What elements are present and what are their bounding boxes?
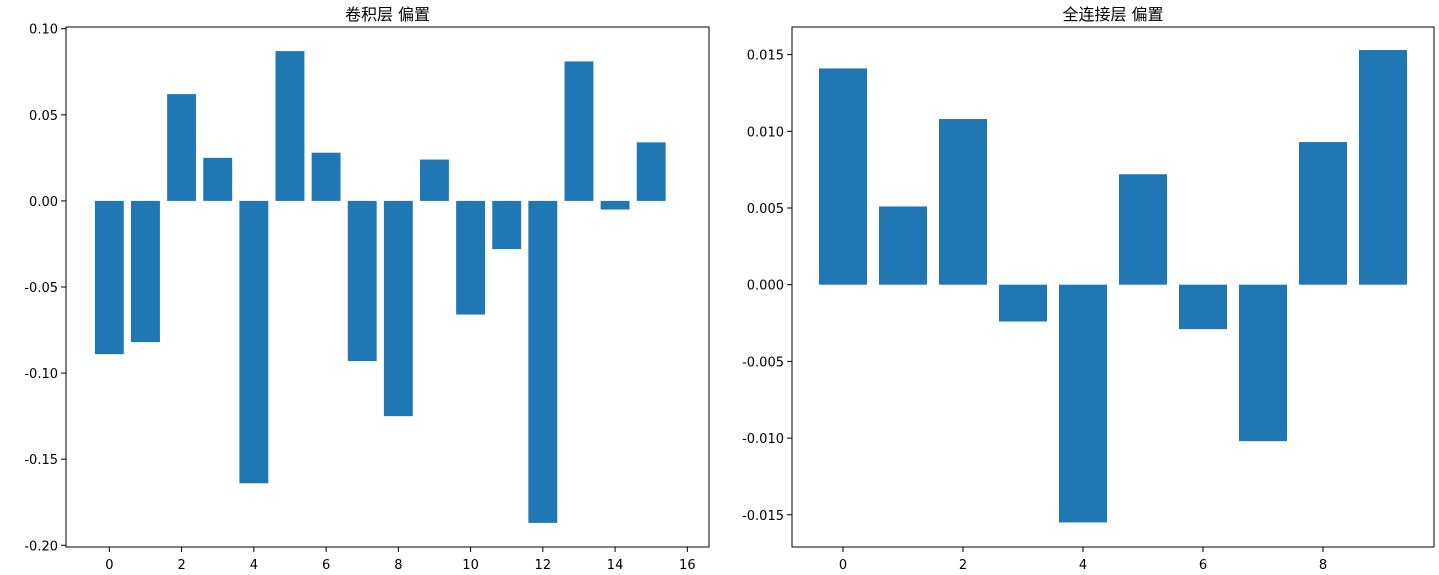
bar [1299, 142, 1347, 285]
y-tick-label: -0.10 [24, 367, 58, 382]
y-tick-label: 0.010 [747, 125, 784, 140]
bar [879, 206, 927, 285]
bar [456, 200, 486, 315]
y-tick-label: -0.015 [742, 509, 784, 524]
fc-bias-chart: -0.015 -0.010 -0.005 0.000 0.005 0.010 0.015 0 2… [742, 5, 1435, 573]
x-tick-label: 2 [177, 558, 185, 573]
bar [819, 68, 867, 285]
bar [636, 142, 666, 201]
bar [1359, 50, 1407, 285]
bar [203, 157, 233, 201]
bar [939, 119, 987, 285]
bar [383, 200, 413, 417]
y-tick-label: 0.05 [29, 109, 58, 124]
y-tick-label: 0.10 [29, 23, 58, 38]
x-tick-label: 16 [679, 558, 696, 573]
plot-frame [791, 26, 1435, 548]
x-tick-label: 8 [1319, 558, 1327, 573]
bar [999, 284, 1047, 322]
y-tick-label: 0.015 [747, 49, 784, 64]
bar [347, 200, 377, 362]
x-tick-label: 0 [839, 558, 847, 573]
x-tick-label: 0 [105, 558, 113, 573]
chart-title: 卷积层 偏置 [345, 5, 430, 24]
bar [600, 200, 630, 210]
x-tick-label: 2 [959, 558, 967, 573]
x-tick-label: 4 [250, 558, 258, 573]
bar [311, 152, 341, 201]
bar [528, 200, 558, 523]
y-tick-label: 0.00 [29, 195, 58, 210]
conv-bias-chart: -0.20 -0.15 -0.10 -0.05 0.00 0.05 0.10 0 2 4 6 8 10 1… [24, 5, 710, 573]
y-tick-label: -0.15 [24, 453, 58, 468]
y-tick-label: 0.000 [747, 279, 784, 294]
y-tick-label: -0.005 [742, 355, 784, 370]
bar [131, 200, 160, 343]
x-tick-label: 4 [1079, 558, 1087, 573]
x-tick-label: 6 [322, 558, 330, 573]
bar [167, 94, 197, 201]
bar [275, 51, 305, 201]
chart-title: 全连接层 偏置 [1062, 5, 1163, 24]
x-tick-label: 14 [607, 558, 624, 573]
bar [492, 200, 522, 250]
x-tick-label: 12 [535, 558, 552, 573]
bar [1119, 174, 1167, 285]
x-tick-label: 8 [394, 558, 402, 573]
bar [1179, 284, 1227, 330]
bar [1239, 284, 1287, 442]
bar [1059, 284, 1107, 523]
y-tick-label: -0.05 [24, 281, 58, 296]
bar [239, 200, 269, 484]
y-tick-label: -0.20 [24, 539, 58, 554]
y-tick-label: -0.010 [742, 432, 784, 447]
bar [94, 200, 124, 355]
x-tick-label: 10 [462, 558, 479, 573]
bar [564, 61, 594, 201]
bar [420, 159, 449, 201]
y-tick-label: 0.005 [747, 202, 784, 217]
x-tick-label: 6 [1199, 558, 1207, 573]
